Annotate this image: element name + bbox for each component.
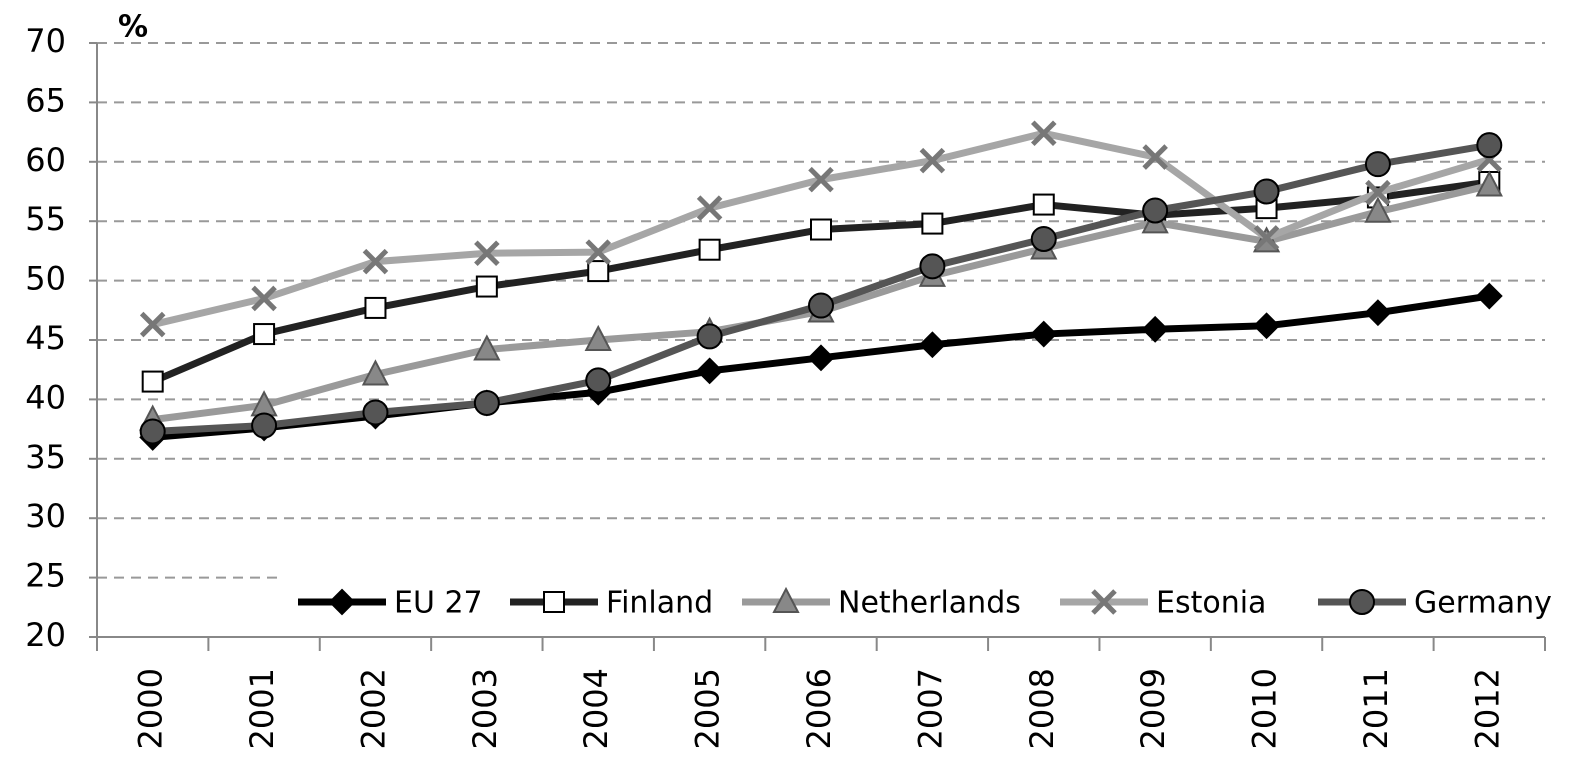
marker — [808, 292, 834, 319]
y-tick-label: 50 — [25, 260, 66, 298]
marker — [361, 359, 390, 386]
x-tick-label: 2003 — [466, 668, 504, 749]
legend-label: Finland — [606, 586, 713, 621]
marker — [362, 248, 389, 275]
y-tick-label: 40 — [25, 378, 66, 416]
x-tick-label: 2005 — [689, 668, 727, 749]
marker — [328, 588, 356, 616]
marker — [1031, 120, 1057, 147]
x-tick-label: 2008 — [1023, 668, 1061, 749]
legend-label: Netherlands — [838, 586, 1021, 621]
marker — [364, 296, 387, 319]
marker — [698, 238, 721, 261]
x-tick-label: 2006 — [800, 668, 838, 749]
marker — [543, 591, 565, 613]
marker — [919, 253, 946, 280]
y-tick-label: 25 — [25, 557, 66, 595]
marker — [1030, 320, 1058, 348]
marker — [1253, 178, 1280, 205]
marker — [251, 285, 277, 312]
series — [139, 132, 1503, 445]
y-tick-label: 30 — [25, 497, 66, 535]
marker — [585, 367, 612, 394]
marker — [1253, 312, 1280, 340]
marker — [808, 166, 834, 193]
x-tick-label: 2009 — [1134, 668, 1172, 749]
marker — [473, 334, 501, 361]
y-tick-label: 20 — [25, 616, 66, 654]
legend-label: Estonia — [1156, 586, 1266, 621]
marker — [1475, 170, 1503, 197]
series — [139, 120, 1503, 338]
marker — [139, 418, 166, 445]
marker — [473, 389, 500, 416]
marker — [253, 323, 276, 346]
x-tick-label: 2000 — [132, 668, 170, 749]
y-tick-label: 65 — [25, 81, 66, 119]
x-tick-label: 2010 — [1246, 668, 1284, 749]
x-tick-label: 2004 — [577, 668, 615, 749]
marker — [1365, 179, 1391, 206]
marker — [362, 399, 389, 426]
series — [141, 170, 1501, 393]
marker — [1364, 151, 1391, 178]
marker — [587, 260, 610, 283]
marker — [810, 218, 832, 241]
marker — [475, 275, 498, 298]
marker — [1253, 225, 1280, 251]
marker — [696, 195, 723, 221]
marker — [584, 324, 612, 351]
marker — [141, 370, 164, 393]
marker — [1141, 315, 1169, 343]
x-tick-label: 2011 — [1357, 668, 1395, 749]
marker — [1030, 226, 1057, 253]
series-line — [152, 141, 1490, 435]
marker — [251, 412, 278, 439]
marker — [772, 586, 800, 613]
marker — [139, 311, 166, 338]
marker — [585, 239, 611, 265]
marker — [918, 331, 946, 359]
x-tick-label: 2007 — [911, 668, 949, 749]
y-tick-label: 35 — [25, 438, 66, 476]
legend-label: Germany — [1414, 586, 1552, 621]
marker — [696, 357, 724, 385]
marker — [921, 212, 944, 235]
x-tick-label: 2012 — [1468, 668, 1506, 749]
x-tick-label: 2001 — [243, 668, 281, 749]
marker — [1091, 589, 1117, 615]
marker — [1364, 196, 1392, 223]
y-axis-label: % — [118, 10, 148, 45]
marker — [1142, 144, 1168, 170]
marker — [474, 240, 500, 267]
legend-label: EU 27 — [394, 586, 483, 621]
marker — [1032, 193, 1055, 216]
marker — [1476, 132, 1503, 159]
y-tick-label: 70 — [25, 22, 66, 60]
marker — [807, 344, 835, 372]
x-tick-label: 2002 — [354, 668, 392, 749]
marker — [1364, 299, 1392, 327]
marker — [1349, 589, 1375, 615]
y-tick-label: 55 — [25, 200, 66, 238]
y-tick-label: 60 — [25, 141, 66, 179]
y-tick-label: 45 — [25, 319, 66, 357]
marker — [696, 323, 723, 350]
marker — [1475, 282, 1503, 310]
marker — [919, 147, 946, 174]
marker — [1142, 197, 1169, 224]
